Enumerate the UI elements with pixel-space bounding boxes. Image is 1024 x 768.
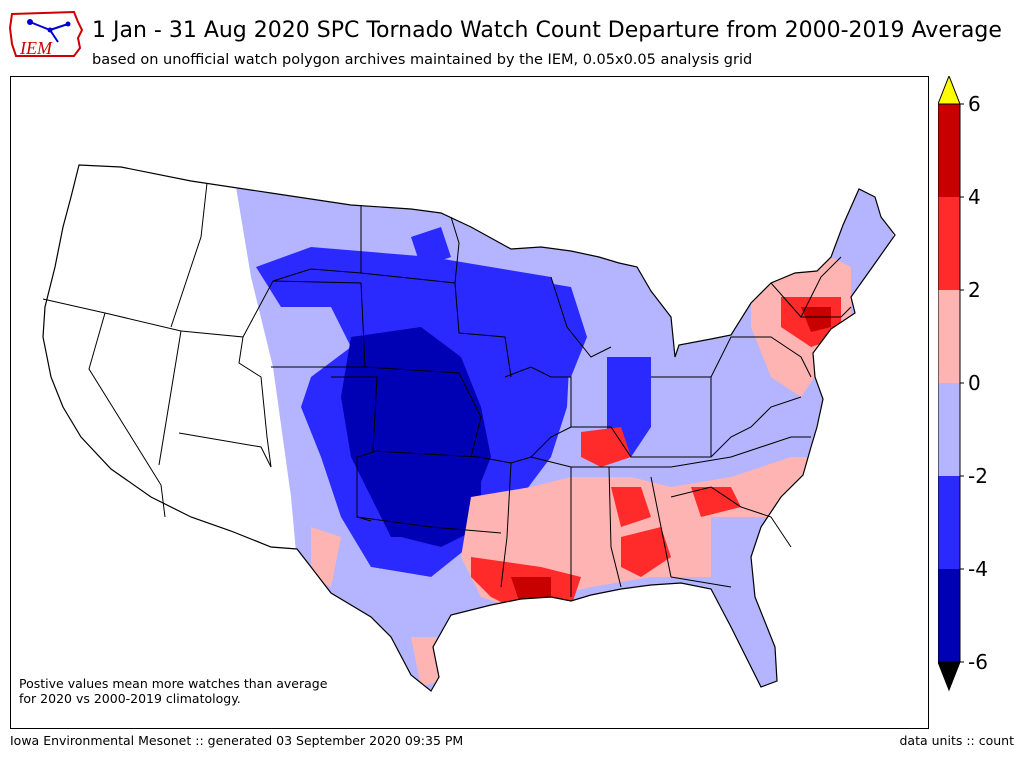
colorbar-label-m4: -4 <box>968 557 988 581</box>
colorbar-segment-2-4 <box>938 197 960 290</box>
iem-logo: IEM <box>8 4 86 62</box>
map-note-line2: for 2020 vs 2000-2019 climatology. <box>19 691 241 706</box>
footer-generated: Iowa Environmental Mesonet :: generated … <box>10 733 464 748</box>
colorbar-segment-4-6 <box>938 104 960 197</box>
colorbar-over-triangle <box>937 74 961 105</box>
logo-text: IEM <box>19 38 53 58</box>
map-subtitle: based on unofficial watch polygon archiv… <box>92 52 753 68</box>
map-note-line1: Postive values mean more watches than av… <box>19 676 328 691</box>
colorbar-segment-m6-m4 <box>938 569 960 662</box>
colorbar-segment-0-2 <box>938 290 960 383</box>
map-title: 1 Jan - 31 Aug 2020 SPC Tornado Watch Co… <box>92 18 1002 43</box>
departure-field <box>43 177 895 691</box>
colorbar <box>937 74 1018 696</box>
colorbar-segment-m4-m2 <box>938 476 960 569</box>
colorbar-label-2: 2 <box>968 278 981 302</box>
colorbar-label-m6: -6 <box>968 650 988 674</box>
colorbar-segment-m2-0 <box>938 383 960 476</box>
footer-units: data units :: count <box>899 733 1015 748</box>
state-boundaries <box>42 182 852 597</box>
colorbar-label-6: 6 <box>968 92 981 116</box>
map-panel: Postive values mean more watches than av… <box>10 76 929 729</box>
colorbar-under-triangle <box>937 661 961 692</box>
colorbar-label-4: 4 <box>968 185 981 209</box>
colorbar-label-0: 0 <box>968 371 981 395</box>
colorbar-label-m2: -2 <box>968 464 988 488</box>
